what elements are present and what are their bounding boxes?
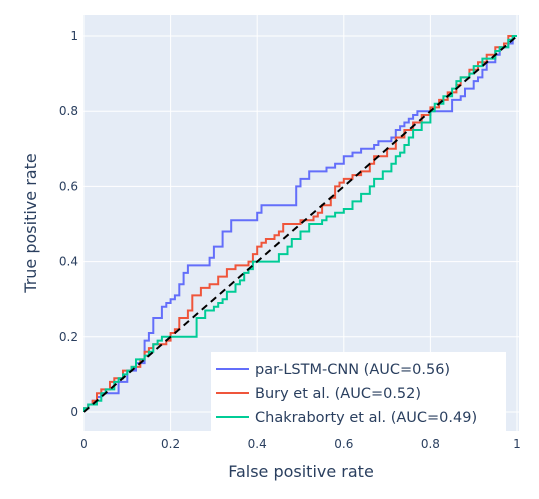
y-tick-label: 0.8 [59,104,78,118]
x-tick-label: 0.8 [421,437,440,451]
x-tick-label: 1 [513,437,521,451]
legend-label-2: Chakraborty et al. (AUC=0.49) [255,410,477,426]
y-tick-label: 1 [70,29,78,43]
x-tick-label: 0 [80,437,88,451]
x-tick-label: 0.6 [334,437,353,451]
y-axis-label: True positive rate [21,153,40,293]
y-tick-label: 0.6 [59,179,78,193]
series-layer [83,35,518,413]
x-axis-ticks: 0 0.2 0.4 0.6 0.8 1 [80,437,521,451]
x-axis-label: False positive rate [228,462,374,481]
x-tick-label: 0.4 [248,437,267,451]
legend: par-LSTM-CNN (AUC=0.56) Bury et al. (AUC=… [211,352,506,434]
legend-box [211,352,506,434]
y-tick-label: 0 [70,405,78,419]
legend-label-0: par-LSTM-CNN (AUC=0.56) [255,362,450,378]
y-tick-label: 0.2 [59,330,78,344]
x-tick-label: 0.2 [161,437,180,451]
y-tick-label: 0.4 [59,255,78,269]
series-line-2 [83,35,517,412]
legend-label-1: Bury et al. (AUC=0.52) [255,386,421,402]
series-line-0 [83,35,517,412]
y-axis-ticks: 0 0.2 0.4 0.6 0.8 1 [59,29,78,419]
